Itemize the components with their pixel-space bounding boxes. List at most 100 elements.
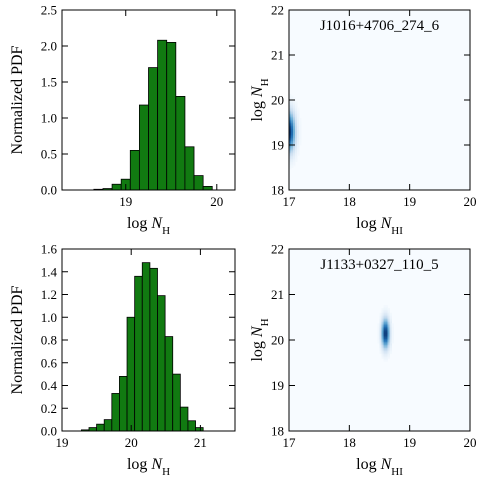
density-cell (391, 327, 394, 330)
density-cell (383, 315, 386, 318)
density-cell (293, 139, 296, 141)
density-cell (291, 155, 294, 158)
density-cell (379, 340, 382, 342)
density-cell (387, 356, 390, 359)
density-cell (295, 160, 298, 162)
density-cell (387, 340, 390, 342)
density-cell (379, 338, 382, 341)
density-cell (291, 131, 294, 134)
y-axis-label-prefix: log (249, 97, 266, 121)
density-cell (389, 332, 392, 335)
density-cell (289, 167, 292, 170)
density-cell (383, 356, 386, 359)
density-cell (295, 118, 298, 120)
density-cell (291, 154, 294, 156)
density-cell (297, 154, 300, 156)
density-cell (385, 335, 388, 338)
density-cell (387, 321, 390, 324)
histogram-bar (88, 427, 97, 431)
density-cell (383, 318, 386, 321)
histogram-bar (202, 185, 213, 190)
density-cell (299, 128, 302, 131)
histogram-bar (129, 149, 140, 190)
density-cell (385, 323, 388, 326)
density-cell (379, 332, 382, 335)
density-cell (291, 113, 294, 116)
density-cell (299, 118, 302, 120)
density-cell (291, 166, 294, 168)
x-tick-label: 20 (125, 435, 138, 450)
density-cell (379, 350, 382, 353)
density-cell (289, 103, 292, 105)
density-cell (297, 110, 300, 113)
density-cell (291, 104, 294, 107)
x-tick-label: 17 (283, 435, 297, 450)
density-cell (289, 149, 292, 152)
density-cell (377, 340, 380, 342)
y-tick-label: 22 (271, 3, 284, 18)
density-cell (387, 330, 390, 333)
y-tick-label: 18 (271, 183, 284, 198)
hist-top: 19 20 0.0 0.5 1.0 1.5 2.0 2.5 log NH Normalized P… (9, 3, 236, 237)
density-cell (291, 103, 294, 105)
density-cell (297, 121, 300, 123)
density-cell (289, 151, 292, 153)
y-tick-label: 18 (271, 424, 284, 439)
density-cell (299, 133, 302, 135)
x-axis-label-prefix: log (127, 215, 151, 232)
density-cell (293, 110, 296, 113)
density-cell (295, 131, 298, 134)
density-cell (381, 333, 384, 336)
x-axis-label-sub: H (162, 466, 170, 478)
density-cell (293, 152, 296, 155)
density-cell (289, 125, 292, 128)
density-cell (289, 166, 292, 168)
density-cell (379, 347, 382, 350)
density-cell (299, 124, 302, 126)
x-axis-label-prefix: log (356, 215, 380, 232)
density-cell (289, 139, 292, 141)
density-cell (293, 109, 296, 111)
density-cell (295, 109, 298, 111)
density-cell (289, 145, 292, 147)
x-tick-label: 19 (56, 435, 69, 450)
x-axis-label: log NH (127, 215, 170, 237)
density-cell (381, 355, 384, 358)
x-tick-label: 18 (343, 435, 356, 450)
density-cell (293, 157, 296, 159)
density-cell (383, 346, 386, 348)
density-cell (295, 106, 298, 108)
density-cell (295, 125, 298, 128)
density-cell (377, 326, 380, 329)
density-cell (289, 109, 292, 111)
x-tick-label: 19 (403, 435, 416, 450)
density-cell (291, 119, 294, 122)
density-cell (381, 311, 384, 314)
density-cell (391, 332, 394, 335)
density-cell (295, 134, 298, 137)
density-cell (379, 314, 382, 317)
density-cell (385, 306, 388, 309)
density-cell (291, 145, 294, 147)
density-cell (379, 329, 382, 332)
density-cell (391, 340, 394, 342)
density-cell (297, 131, 300, 134)
density-cell (389, 314, 392, 317)
density-cell (385, 340, 388, 342)
density-cell (379, 336, 382, 339)
density-cell (291, 115, 294, 117)
density-cell (295, 146, 298, 149)
histogram-bar (111, 393, 120, 431)
density-cell (383, 335, 386, 338)
density-cell (385, 324, 388, 327)
density-cell (297, 115, 300, 117)
density-cell (381, 326, 384, 329)
density-cell (293, 115, 296, 117)
density-cell (295, 110, 298, 113)
density-cell (385, 341, 388, 344)
density-cell (291, 128, 294, 131)
density-cell (381, 347, 384, 350)
density-cell (295, 133, 298, 135)
density-cell (291, 106, 294, 108)
